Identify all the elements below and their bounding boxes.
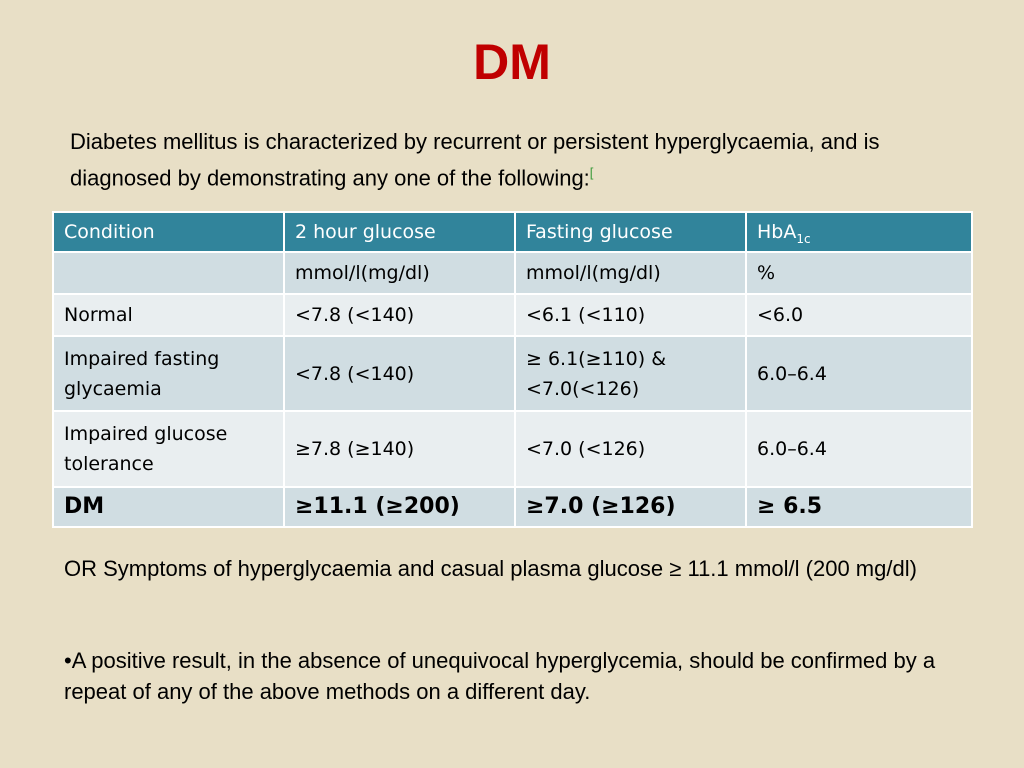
table-cell (52, 251, 285, 295)
table-row-normal: Normal <7.8 (<140) <6.1 (<110) <6.0 (52, 293, 973, 337)
table-row-impaired-fasting-glycaemia: Impaired fasting glycaemia <7.8 (<140) ≥… (52, 335, 973, 412)
intro-text: Diabetes mellitus is characterized by re… (70, 129, 880, 191)
intro-paragraph: Diabetes mellitus is characterized by re… (70, 126, 970, 193)
table-cell: ≥7.8 (≥140) (283, 410, 516, 488)
table-cell: Normal (52, 293, 285, 337)
header-hba1c: HbA1c (745, 211, 973, 253)
table-cell: <6.0 (745, 293, 973, 337)
confirmation-bullet: •A positive result, in the absence of un… (64, 648, 936, 704)
table-cell: DM (52, 486, 285, 528)
diagnostic-criteria-table: Condition 2 hour glucose Fasting glucose… (52, 211, 973, 528)
header-2-hour-glucose: 2 hour glucose (283, 211, 516, 253)
table-cell: mmol/l(mg/dl) (514, 251, 747, 295)
slide-title: DM (473, 34, 551, 90)
table-cell: % (745, 251, 973, 295)
header-fasting-glucose: Fasting glucose (514, 211, 747, 253)
table-cell: 6.0–6.4 (745, 410, 973, 488)
table-cell: Impaired fasting glycaemia (52, 335, 285, 412)
table-row-units: mmol/l(mg/dl) mmol/l(mg/dl) % (52, 251, 973, 295)
table-cell: ≥11.1 (≥200) (283, 486, 516, 528)
table-cell: <7.8 (<140) (283, 335, 516, 412)
table-cell: ≥ 6.5 (745, 486, 973, 528)
header-hba-subscript: 1c (796, 231, 811, 246)
table-cell: <7.8 (<140) (283, 293, 516, 337)
table-row-dm: DM ≥11.1 (≥200) ≥7.0 (≥126) ≥ 6.5 (52, 486, 973, 528)
table-cell: ≥7.0 (≥126) (514, 486, 747, 528)
reference-marker[interactable]: [ (589, 165, 594, 180)
header-condition: Condition (52, 211, 285, 253)
table-cell: Impaired glucose tolerance (52, 410, 285, 488)
header-hba-text: HbA (757, 221, 797, 243)
table-header-row: Condition 2 hour glucose Fasting glucose… (52, 211, 973, 253)
table-cell: <6.1 (<110) (514, 293, 747, 337)
table-cell: <7.0 (<126) (514, 410, 747, 488)
table-cell: mmol/l(mg/dl) (283, 251, 516, 295)
table-cell: 6.0–6.4 (745, 335, 973, 412)
table-cell: ≥ 6.1(≥110) & <7.0(<126) (514, 335, 747, 412)
table-row-impaired-glucose-tolerance: Impaired glucose tolerance ≥7.8 (≥140) <… (52, 410, 973, 488)
symptoms-note: OR Symptoms of hyperglycaemia and casual… (64, 556, 917, 581)
